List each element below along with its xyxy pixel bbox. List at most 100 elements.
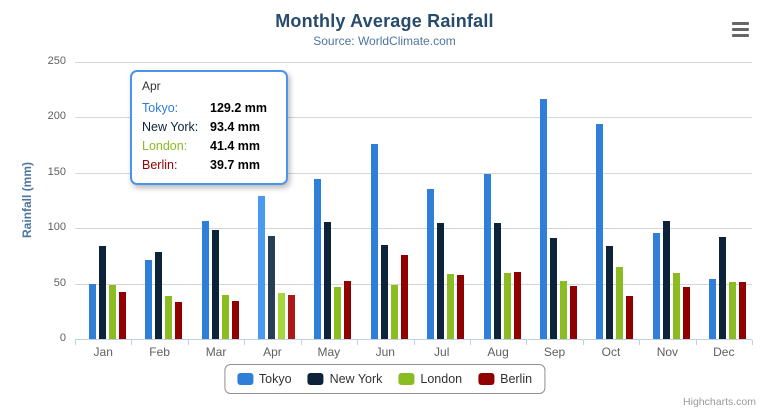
bar-tokyo-may[interactable]: [314, 179, 322, 339]
legend-item-new-york[interactable]: New York: [307, 372, 383, 386]
bar-new-york-sep[interactable]: [550, 237, 558, 339]
bar-tokyo-jun[interactable]: [370, 143, 378, 339]
x-axis-tick: [357, 340, 358, 345]
x-axis-tick: [583, 340, 584, 345]
bar-london-jan[interactable]: [108, 284, 116, 339]
x-axis-tick: [526, 340, 527, 345]
bar-berlin-nov[interactable]: [682, 287, 690, 339]
legend-symbol-new-york: [307, 373, 324, 385]
legend: Tokyo New York London Berlin: [223, 364, 546, 394]
gridline: [75, 117, 752, 119]
x-axis-tick: [188, 340, 189, 345]
bar-new-york-mar[interactable]: [211, 229, 219, 339]
tooltip: Apr Tokyo: 129.2 mm New York: 93.4 mm London…: [130, 70, 288, 185]
bar-london-aug[interactable]: [503, 272, 511, 339]
x-axis-tick: [131, 340, 132, 345]
bar-berlin-jan[interactable]: [118, 292, 126, 339]
bar-tokyo-feb[interactable]: [145, 259, 153, 339]
chart-subtitle: Source: WorldClimate.com: [313, 34, 456, 48]
bar-london-feb[interactable]: [165, 296, 173, 339]
export-menu-button[interactable]: [732, 22, 749, 37]
plot-area: [75, 62, 753, 345]
bar-new-york-dec[interactable]: [719, 236, 727, 339]
legend-item-tokyo[interactable]: Tokyo: [236, 372, 292, 386]
bar-new-york-nov[interactable]: [662, 220, 670, 339]
credits-link[interactable]: Highcharts.com: [683, 396, 756, 408]
tooltip-row-berlin: Berlin: 39.7 mm: [142, 156, 276, 175]
bar-london-apr[interactable]: [277, 293, 285, 339]
bar-london-may[interactable]: [334, 286, 342, 339]
bar-tokyo-jan[interactable]: [88, 283, 96, 339]
tooltip-series-value: 39.7 mm: [210, 158, 261, 172]
x-axis-label-sep: Sep: [543, 345, 566, 359]
bar-london-jun[interactable]: [390, 285, 398, 339]
bar-berlin-feb[interactable]: [175, 302, 183, 339]
bar-tokyo-aug[interactable]: [483, 174, 491, 339]
bar-berlin-mar[interactable]: [231, 300, 239, 339]
bar-tokyo-sep[interactable]: [540, 99, 548, 339]
bar-berlin-sep[interactable]: [570, 286, 578, 339]
bar-new-york-may[interactable]: [324, 221, 332, 339]
x-axis-line: [75, 339, 752, 340]
bar-new-york-apr[interactable]: [267, 235, 275, 339]
legend-label: London: [420, 372, 463, 386]
bar-berlin-jun[interactable]: [400, 255, 408, 339]
tooltip-row-tokyo: Tokyo: 129.2 mm: [142, 99, 276, 118]
bar-tokyo-dec[interactable]: [709, 278, 717, 339]
x-axis-tick: [244, 340, 245, 345]
bar-london-jul[interactable]: [447, 273, 455, 339]
gridline: [75, 172, 752, 174]
y-axis-tick-label: 150: [47, 165, 66, 178]
bar-london-oct[interactable]: [616, 266, 624, 339]
legend-label: New York: [329, 372, 383, 386]
x-axis-label-jun: Jun: [375, 345, 395, 359]
x-axis-label-oct: Oct: [601, 345, 621, 359]
bar-berlin-oct[interactable]: [626, 295, 634, 339]
bar-new-york-jul[interactable]: [437, 222, 445, 339]
legend-symbol-london: [398, 373, 415, 385]
bar-tokyo-oct[interactable]: [596, 123, 604, 339]
bar-berlin-apr[interactable]: [287, 295, 295, 339]
bar-london-nov[interactable]: [672, 273, 680, 339]
bar-new-york-jan[interactable]: [98, 246, 106, 339]
bar-new-york-oct[interactable]: [606, 246, 614, 339]
legend-label: Berlin: [500, 372, 533, 386]
bar-berlin-jul[interactable]: [457, 275, 465, 339]
bar-tokyo-nov[interactable]: [652, 233, 660, 339]
gridline: [75, 62, 752, 63]
x-axis-label-mar: Mar: [205, 345, 227, 359]
gridline: [75, 283, 752, 285]
hamburger-icon: [732, 28, 749, 31]
bar-london-sep[interactable]: [560, 280, 568, 339]
x-axis-label-may: May: [317, 345, 341, 359]
bar-london-dec[interactable]: [729, 282, 737, 339]
x-axis-label-dec: Dec: [713, 345, 735, 359]
tooltip-header: Apr: [142, 79, 161, 93]
chart-title: Monthly Average Rainfall: [275, 11, 494, 31]
tooltip-series-name: London:: [142, 139, 188, 153]
x-axis-tick: [75, 340, 76, 345]
bar-berlin-aug[interactable]: [513, 272, 521, 339]
bar-berlin-dec[interactable]: [739, 282, 747, 339]
bar-new-york-jun[interactable]: [380, 245, 388, 339]
bar-london-mar[interactable]: [221, 295, 229, 339]
x-axis-tick: [470, 340, 471, 345]
y-axis-tick-label: 200: [47, 110, 66, 123]
legend-item-london[interactable]: London: [398, 372, 462, 386]
y-axis-tick-label: 250: [47, 55, 66, 67]
bar-tokyo-mar[interactable]: [201, 221, 209, 339]
bar-berlin-may[interactable]: [344, 280, 352, 339]
tooltip-series-name: Tokyo:: [142, 101, 179, 115]
gridline: [75, 228, 752, 230]
hamburger-icon: [732, 22, 749, 25]
tooltip-row-new-york: New York: 93.4 mm: [142, 118, 276, 137]
legend-item-berlin[interactable]: Berlin: [478, 372, 532, 386]
bar-tokyo-jul[interactable]: [427, 188, 435, 339]
hamburger-icon: [732, 34, 749, 37]
bar-tokyo-apr[interactable]: [257, 195, 265, 339]
bar-new-york-aug[interactable]: [493, 223, 501, 339]
legend-label: Tokyo: [258, 372, 292, 386]
bar-new-york-feb[interactable]: [155, 251, 163, 339]
x-axis-label-jul: Jul: [434, 345, 450, 359]
